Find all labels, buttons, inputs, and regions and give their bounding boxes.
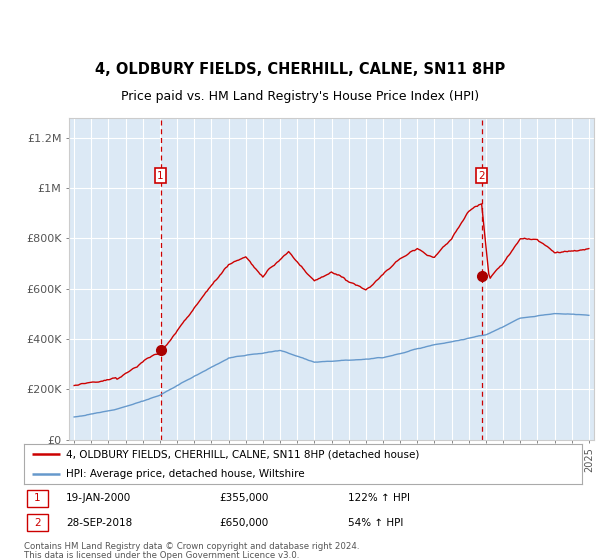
Text: Contains HM Land Registry data © Crown copyright and database right 2024.: Contains HM Land Registry data © Crown c… — [24, 542, 359, 551]
Text: £355,000: £355,000 — [220, 493, 269, 503]
Text: Price paid vs. HM Land Registry's House Price Index (HPI): Price paid vs. HM Land Registry's House … — [121, 90, 479, 102]
FancyBboxPatch shape — [27, 514, 48, 531]
Text: 4, OLDBURY FIELDS, CHERHILL, CALNE, SN11 8HP: 4, OLDBURY FIELDS, CHERHILL, CALNE, SN11… — [95, 62, 505, 77]
Text: 1: 1 — [34, 493, 41, 503]
Text: 54% ↑ HPI: 54% ↑ HPI — [347, 517, 403, 528]
Text: 28-SEP-2018: 28-SEP-2018 — [66, 517, 132, 528]
Text: 1: 1 — [157, 171, 164, 180]
Text: £650,000: £650,000 — [220, 517, 269, 528]
Text: 2: 2 — [34, 517, 41, 528]
Text: 4, OLDBURY FIELDS, CHERHILL, CALNE, SN11 8HP (detached house): 4, OLDBURY FIELDS, CHERHILL, CALNE, SN11… — [66, 449, 419, 459]
Text: 122% ↑ HPI: 122% ↑ HPI — [347, 493, 410, 503]
Text: 2: 2 — [478, 171, 485, 180]
Text: HPI: Average price, detached house, Wiltshire: HPI: Average price, detached house, Wilt… — [66, 469, 304, 479]
FancyBboxPatch shape — [27, 490, 48, 507]
Text: 19-JAN-2000: 19-JAN-2000 — [66, 493, 131, 503]
Text: This data is licensed under the Open Government Licence v3.0.: This data is licensed under the Open Gov… — [24, 551, 299, 560]
